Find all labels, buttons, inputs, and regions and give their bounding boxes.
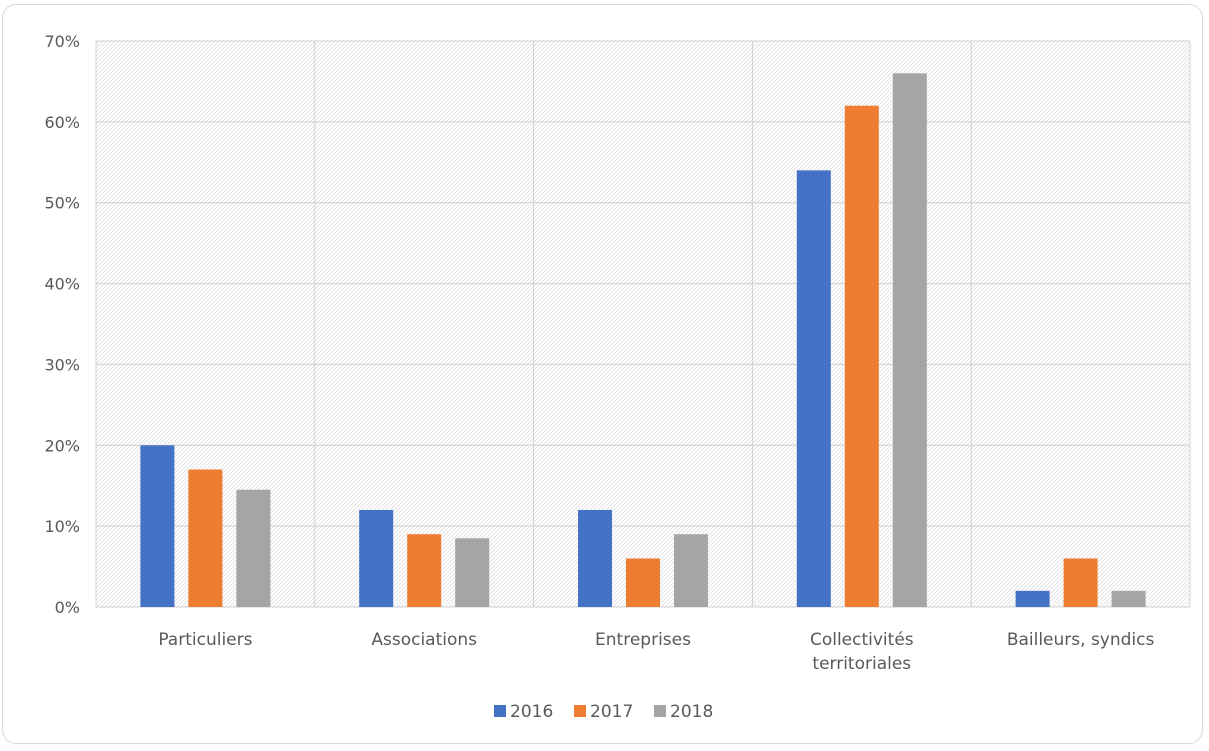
x-category-label: Associations xyxy=(371,630,477,650)
bar-2016-1 xyxy=(359,509,394,607)
x-category-label: Bailleurs, syndics xyxy=(1007,630,1155,650)
bar-2018-0 xyxy=(236,489,271,607)
plot-area xyxy=(96,41,1190,607)
bar-2016-0 xyxy=(140,445,175,607)
x-axis: Particuliers Associations Entreprises Colle… xyxy=(158,630,1154,674)
x-category-label: Particuliers xyxy=(158,630,252,650)
legend-label-2016: 2016 xyxy=(510,702,553,722)
y-tick-label: 60% xyxy=(44,113,80,132)
bar-2017-3 xyxy=(844,105,879,607)
legend-swatch-2018 xyxy=(654,705,666,717)
legend-swatch-2016 xyxy=(494,705,506,717)
bars xyxy=(140,73,1146,608)
legend: 2016 2017 2018 xyxy=(494,702,713,722)
x-category-label: Collectivités xyxy=(810,630,914,650)
bar-2016-4 xyxy=(1015,590,1050,607)
legend-label-2018: 2018 xyxy=(670,702,713,722)
bar-2017-4 xyxy=(1063,558,1098,607)
y-tick-label: 70% xyxy=(44,32,80,51)
bar-2018-1 xyxy=(455,538,490,607)
y-tick-label: 20% xyxy=(44,436,80,455)
bar-2018-4 xyxy=(1111,590,1146,607)
bar-2017-0 xyxy=(188,469,223,607)
x-category-label: territoriales xyxy=(812,654,911,674)
y-tick-label: 0% xyxy=(55,598,80,617)
x-category-label: Entreprises xyxy=(595,630,691,650)
y-tick-label: 10% xyxy=(44,517,80,536)
legend-swatch-2017 xyxy=(574,705,586,717)
bar-2018-3 xyxy=(892,73,927,608)
y-tick-label: 30% xyxy=(44,355,80,374)
bar-2017-2 xyxy=(626,558,660,607)
y-tick-label: 40% xyxy=(44,275,80,294)
bar-2016-2 xyxy=(578,509,612,607)
legend-label-2017: 2017 xyxy=(590,702,633,722)
bar-2016-3 xyxy=(796,170,831,607)
y-axis: 0% 10% 20% 30% 40% 50% 60% 70% xyxy=(44,32,80,617)
bar-2017-1 xyxy=(407,534,442,607)
gridlines xyxy=(95,40,1191,608)
bar-2018-2 xyxy=(674,534,708,607)
y-tick-label: 50% xyxy=(44,194,80,213)
